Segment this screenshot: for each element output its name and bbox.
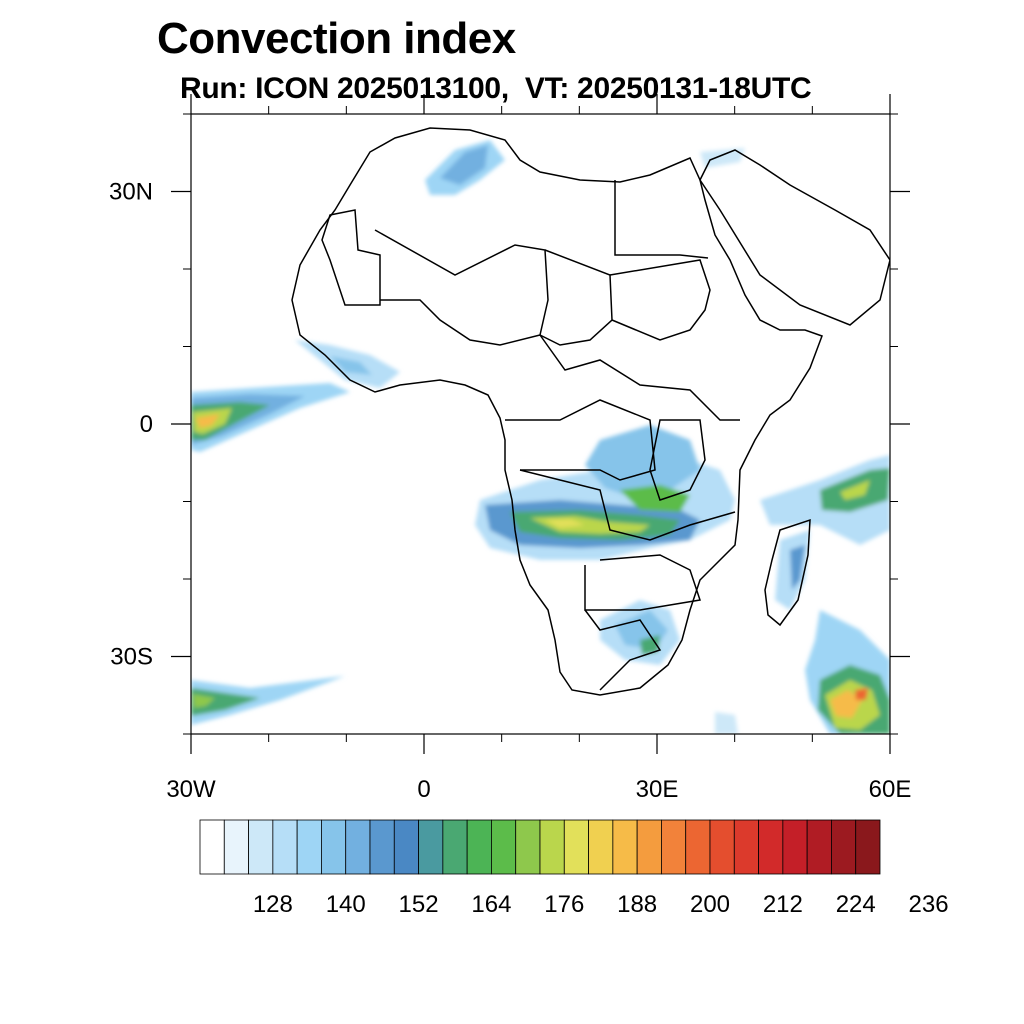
lat-tick-label: 30N [109,179,153,206]
convection-field [191,140,890,734]
colorbar-swatch [272,819,298,875]
colorbar-swatch [223,819,249,875]
lon-tick-label: 60E [869,776,912,803]
lat-tick-label: 0 [140,411,153,438]
colorbar-label: 164 [471,891,511,918]
colorbar-swatch [248,819,274,875]
colorbar-swatch [831,819,857,875]
coastlines [291,127,890,696]
colorbar-swatch [806,819,832,875]
colorbar-swatch [199,819,225,875]
colorbar-swatch [321,819,347,875]
map-frame [190,113,891,735]
colorbar-swatch [636,819,662,875]
colorbar-swatch [466,819,492,875]
lon-tick-label: 0 [417,776,430,803]
colorbar-swatch [442,819,468,875]
colorbar-swatch [539,819,565,875]
colorbar-label: 128 [253,891,293,918]
colorbar-swatch [491,819,517,875]
lon-tick-label: 30E [636,776,679,803]
colorbar-label: 236 [909,891,949,918]
colorbar-swatch [345,819,371,875]
colorbar-swatch [685,819,711,875]
colorbar-swatch [855,819,881,875]
colorbar-swatch [563,819,589,875]
colorbar-swatch [418,819,444,875]
colorbar-swatch [709,819,735,875]
colorbar: 128 140 152 164 176 188 200 212 224 236 [199,819,949,918]
colorbar-label: 224 [836,891,876,918]
colorbar-label: 176 [544,891,584,918]
colorbar-swatch [758,819,784,875]
lat-tick-label: 30S [110,644,153,671]
colorbar-swatch [612,819,638,875]
colorbar-swatch [782,819,808,875]
colorbar-swatch [369,819,395,875]
colorbar-label: 212 [763,891,803,918]
colorbar-label: 188 [617,891,657,918]
axis-ticks: 30N 0 30S 30W 0 30E 60E [109,94,911,803]
colorbar-label: 152 [399,891,439,918]
colorbar-swatch [733,819,759,875]
colorbar-swatch [515,819,541,875]
colorbar-swatch [393,819,419,875]
chart-title: Convection index [157,14,516,63]
chart-subtitle: Run: ICON 2025013100, VT: 20250131-18UTC [180,72,812,105]
colorbar-swatch [296,819,322,875]
lon-tick-label: 30W [166,776,216,803]
colorbar-swatch [661,819,687,875]
colorbar-swatch [588,819,614,875]
colorbar-label: 200 [690,891,730,918]
colorbar-label: 140 [326,891,366,918]
